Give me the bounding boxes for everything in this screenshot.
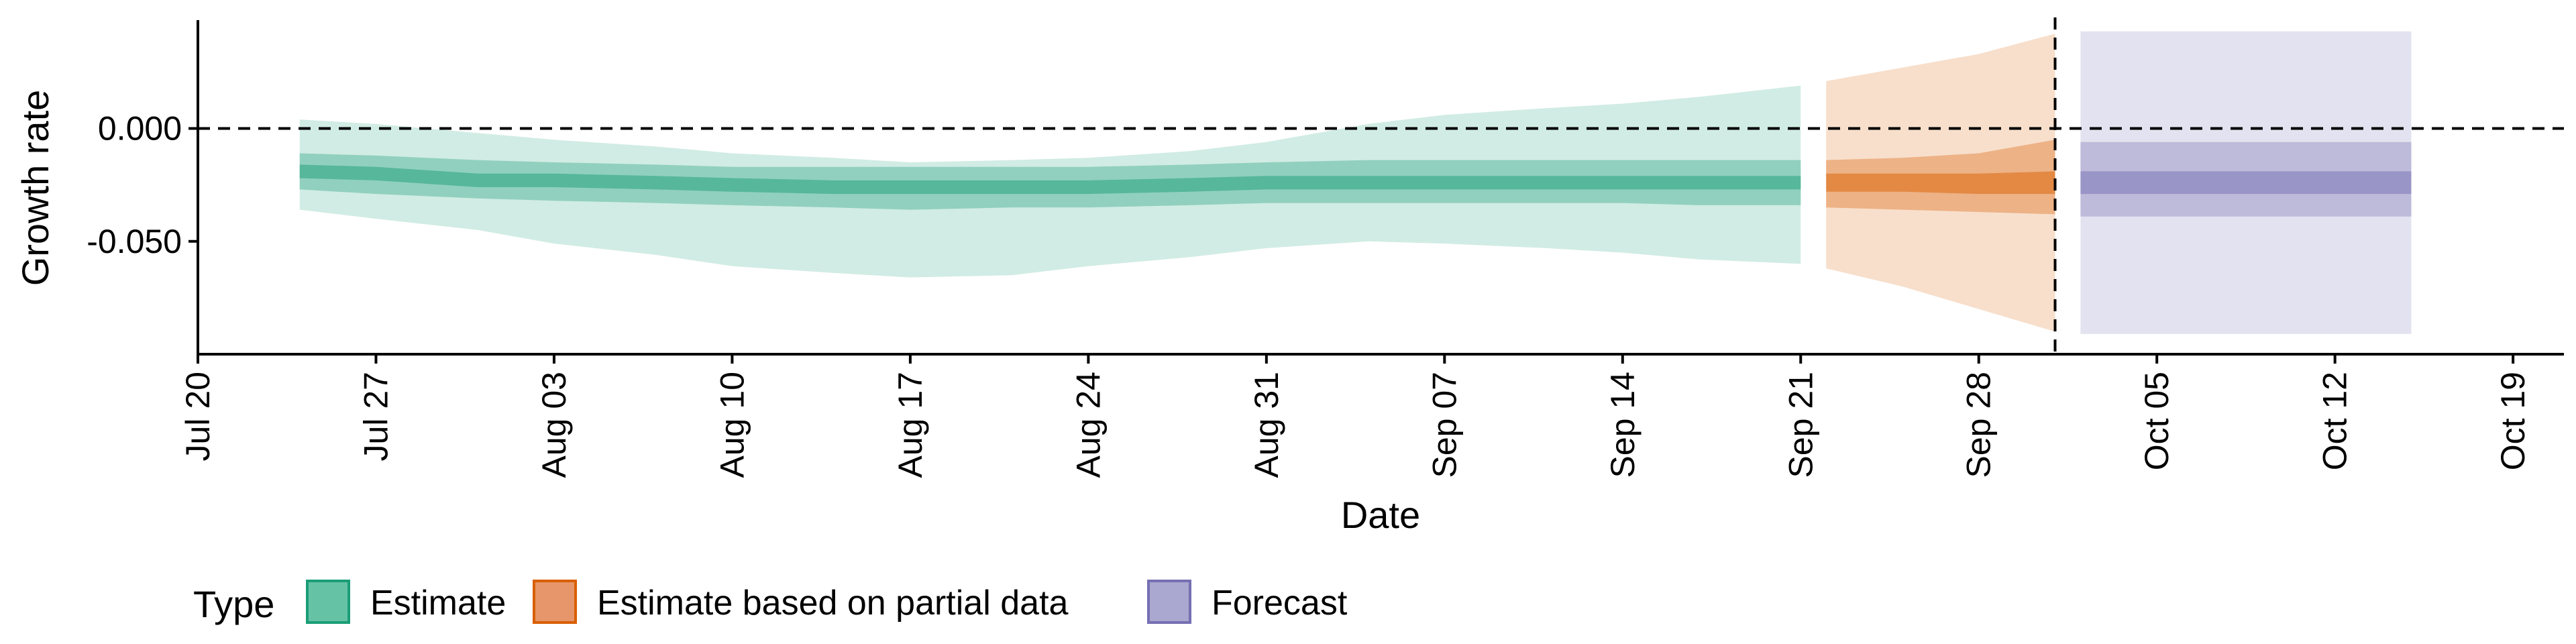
band-50-2 <box>2080 171 2412 195</box>
x-tick-label: Oct 05 <box>2138 372 2176 470</box>
series-forecast <box>2080 31 2412 334</box>
legend-key-2 <box>1147 580 1191 624</box>
series-estimate <box>299 85 1801 278</box>
x-tick-label: Aug 10 <box>713 372 751 478</box>
x-tick-label: Aug 24 <box>1069 372 1107 478</box>
band-50-1 <box>1826 171 2055 195</box>
legend: Type Estimate Estimate based on partial d… <box>193 580 1348 625</box>
x-tick-label: Sep 14 <box>1604 372 1642 478</box>
legend-title: Type <box>193 583 274 625</box>
x-tick-label: Jul 20 <box>179 372 217 461</box>
legend-label-1: Estimate based on partial data <box>597 584 1069 623</box>
x-tick-label: Sep 28 <box>1960 372 1998 478</box>
y-axis-ticks: 0.000 -0.050 <box>87 110 198 260</box>
x-tick-label: Oct 12 <box>2316 372 2354 470</box>
legend-label-0: Estimate <box>370 584 506 623</box>
x-axis-title: Date <box>1341 494 1420 536</box>
x-tick-label: Sep 07 <box>1426 372 1463 478</box>
band-50-0 <box>299 164 1801 195</box>
legend-entries: Estimate Estimate based on partial data Fo… <box>306 580 1348 624</box>
legend-key-1 <box>533 580 577 624</box>
x-tick-label: Jul 27 <box>358 372 395 461</box>
x-tick-label: Oct 19 <box>2494 372 2532 470</box>
legend-label-2: Forecast <box>1212 584 1348 623</box>
x-axis-ticks: Jul 20 Jul 27 Aug 03 Aug 10 Aug 17 Aug 24 Aug … <box>179 354 2532 478</box>
uncertainty-bands <box>299 31 2412 334</box>
legend-key-0 <box>306 580 350 624</box>
x-tick-label: Aug 03 <box>535 372 573 478</box>
x-tick-label: Aug 31 <box>1248 372 1285 478</box>
y-tick-label: -0.050 <box>87 223 182 260</box>
y-tick-label: 0.000 <box>98 110 182 148</box>
x-tick-label: Aug 17 <box>892 372 929 478</box>
x-tick-label: Sep 21 <box>1782 372 1819 478</box>
reference-lines <box>198 17 2564 354</box>
plot-area: 0.000 -0.050 Jul 20 Jul 27 Aug 03 Aug 10 Aug … <box>87 17 2564 478</box>
y-axis-title: Growth rate <box>14 90 56 286</box>
series-estimate-based-on-partial-data <box>1826 34 2055 332</box>
